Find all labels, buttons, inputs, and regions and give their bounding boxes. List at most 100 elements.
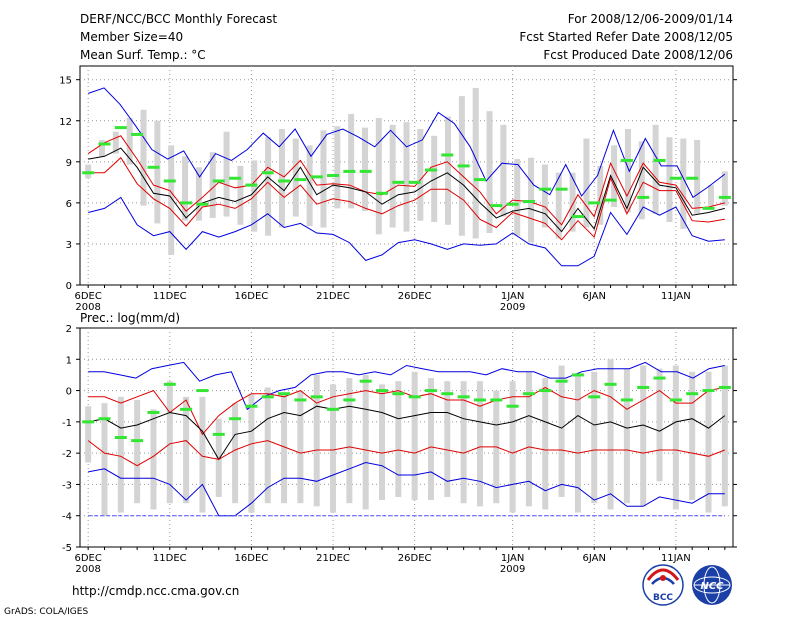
temp-box [680, 138, 687, 229]
temp-box [624, 128, 631, 213]
temp-box [666, 137, 673, 223]
prec-box [395, 381, 402, 497]
prec-box [607, 359, 614, 510]
prec-ytick-label: 0 [66, 387, 72, 398]
grads-credit: GrADS: COLA/IGES [4, 607, 88, 617]
temp-xtick-year: 2009 [500, 302, 525, 313]
prec-box [427, 378, 434, 501]
temp-box [652, 124, 659, 214]
prec-box [509, 381, 516, 513]
prec-frame [79, 327, 734, 548]
bcc-logo: BCC [642, 564, 684, 606]
temp-box [348, 113, 355, 209]
prec-box [264, 387, 271, 504]
temp-xtick-label: 26DEC [398, 291, 432, 302]
temp-box [569, 172, 576, 232]
temp-box [112, 131, 119, 154]
prec-box [721, 365, 728, 507]
prec-box [248, 393, 255, 513]
prec-box [346, 378, 353, 504]
temp-box [265, 137, 272, 236]
prec-xtick-year: 2009 [500, 564, 525, 575]
prec-min-line [88, 461, 725, 517]
temp-q75-line [87, 135, 725, 226]
prec-box [705, 371, 712, 513]
temp-box [445, 116, 452, 225]
temp-box [611, 145, 618, 207]
prec-xtick-label: 6DEC [74, 553, 101, 564]
prec-xtick-year: 2008 [75, 564, 100, 575]
prec-box [574, 374, 581, 513]
temp-box [320, 130, 327, 228]
prec-xtick-label: 16DEC [235, 553, 269, 564]
prec-xtick-label: 11JAN [661, 553, 691, 564]
temp-box [361, 127, 368, 212]
temp-box [334, 126, 341, 209]
temp-box [182, 156, 189, 221]
member-size: Member Size=40 [80, 30, 183, 44]
temp-box [140, 109, 147, 206]
prec-box [525, 371, 532, 507]
prec-box [232, 403, 239, 504]
prec-q75-line [88, 386, 725, 436]
temp-box [555, 172, 562, 239]
prec-xtick-label: 11DEC [153, 553, 187, 564]
ncc-logo-text: NCC [700, 581, 724, 592]
prec-box [150, 409, 157, 510]
prec-box [460, 381, 467, 504]
temp-box [389, 124, 396, 228]
prec-max-line [88, 361, 725, 411]
temp-box [223, 131, 230, 217]
temp-box [707, 185, 714, 206]
prec-q25-line [87, 440, 725, 467]
prec-box [476, 381, 483, 507]
figure-title: DERF/NCC/BCC Monthly Forecast [80, 12, 277, 26]
prec-xtick-label: 1JAN [501, 553, 524, 564]
temp-box [237, 165, 244, 225]
forecast-period: For 2008/12/06-2009/01/14 [568, 12, 733, 26]
temp-box [375, 118, 382, 235]
forecast-produced-date: Fcst Produced Date 2008/12/06 [543, 48, 733, 62]
prec-box [379, 384, 386, 501]
temp-box [292, 138, 299, 217]
prec-xtick-label: 26DEC [398, 553, 432, 564]
temp-xtick-year: 2008 [75, 302, 100, 313]
prec-ytick-label: -3 [62, 480, 72, 491]
temp-xtick-label: 21DEC [316, 291, 350, 302]
prec-box [101, 403, 108, 516]
temp-box [514, 159, 521, 236]
prec-box [656, 368, 663, 482]
temp-box [500, 124, 507, 217]
prec-median-line [88, 405, 726, 461]
temp-box [209, 152, 216, 218]
precipitation-panel-title: Prec.: log(mm/d) [80, 311, 180, 325]
prec-box [183, 396, 190, 504]
prec-box [591, 371, 598, 504]
prec-ytick-label: -4 [62, 512, 72, 523]
temp-box [403, 122, 410, 232]
temp-box [168, 145, 175, 255]
temp-median-line [88, 147, 725, 233]
temp-box [195, 167, 202, 221]
temp-box [486, 111, 493, 233]
temp-box [278, 128, 285, 228]
temp-xtick-label: 11JAN [661, 291, 691, 302]
temperature-panel-title: Mean Surf. Temp.: °C [80, 48, 206, 62]
temp-ytick-label: 3 [66, 240, 72, 251]
prec-ytick-label: -5 [62, 543, 72, 554]
prec-box [134, 399, 141, 504]
source-url: http://cmdp.ncc.cma.gov.cn [72, 584, 239, 598]
ncc-logo: NCC [692, 565, 732, 605]
temp-box [583, 138, 590, 228]
temp-max-line [88, 87, 726, 199]
prec-box [689, 371, 696, 501]
temp-box [417, 128, 424, 221]
prec-box [330, 384, 337, 513]
temp-xtick-label: 6DEC [74, 291, 101, 302]
temp-box [638, 141, 645, 220]
prec-ytick-label: -1 [62, 418, 72, 429]
prec-box [85, 406, 92, 463]
